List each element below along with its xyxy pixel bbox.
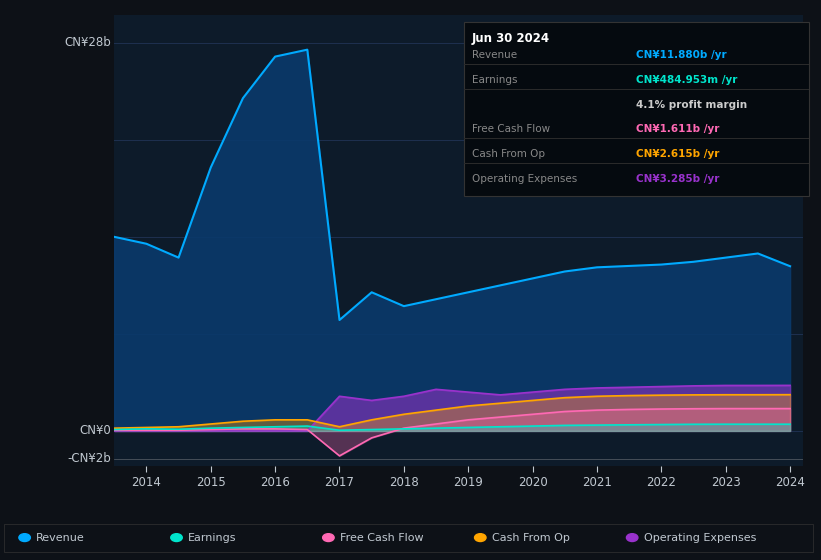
Text: Operating Expenses: Operating Expenses xyxy=(472,174,577,184)
Text: CN¥484.953m /yr: CN¥484.953m /yr xyxy=(636,75,737,85)
Text: CN¥0: CN¥0 xyxy=(79,424,111,437)
Text: CN¥1.611b /yr: CN¥1.611b /yr xyxy=(636,124,720,134)
Text: Free Cash Flow: Free Cash Flow xyxy=(340,533,424,543)
Text: Earnings: Earnings xyxy=(472,75,517,85)
Text: 4.1% profit margin: 4.1% profit margin xyxy=(636,100,747,110)
Text: Earnings: Earnings xyxy=(188,533,236,543)
Text: Operating Expenses: Operating Expenses xyxy=(644,533,756,543)
Text: Revenue: Revenue xyxy=(472,50,517,60)
Text: CN¥3.285b /yr: CN¥3.285b /yr xyxy=(636,174,720,184)
Text: Revenue: Revenue xyxy=(36,533,85,543)
Text: Cash From Op: Cash From Op xyxy=(492,533,570,543)
Text: CN¥2.615b /yr: CN¥2.615b /yr xyxy=(636,149,720,159)
Text: Jun 30 2024: Jun 30 2024 xyxy=(472,32,550,45)
Text: Free Cash Flow: Free Cash Flow xyxy=(472,124,550,134)
Text: -CN¥2b: -CN¥2b xyxy=(67,452,111,465)
Text: CN¥28b: CN¥28b xyxy=(64,36,111,49)
Text: CN¥11.880b /yr: CN¥11.880b /yr xyxy=(636,50,727,60)
Text: Cash From Op: Cash From Op xyxy=(472,149,545,159)
